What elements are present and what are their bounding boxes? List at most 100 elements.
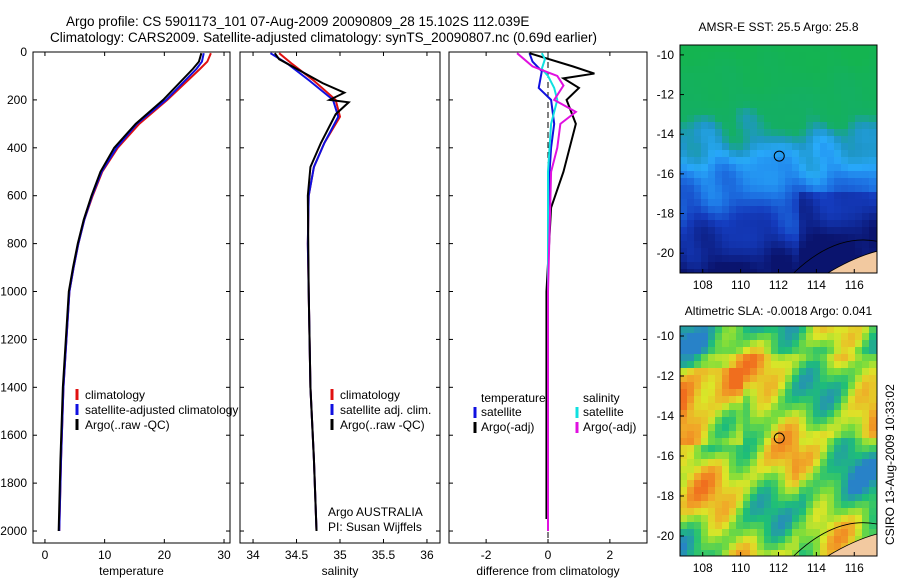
heatmap-cell [820,45,827,52]
heatmap-cell [785,354,792,361]
heatmap-cell [694,466,701,473]
heatmap-cell [827,122,834,129]
heatmap-cell [757,234,764,241]
heatmap-cell [785,122,792,129]
heatmap-cell [757,361,764,368]
heatmap-cell [869,206,876,213]
heatmap-cell [820,375,827,382]
heatmap-cell [750,199,757,206]
heatmap-cell [855,87,862,94]
heatmap-cell [869,185,876,192]
heatmap-cell [701,262,708,269]
heatmap-cell [729,255,736,262]
heatmap-cell [785,185,792,192]
heatmap-cell [736,94,743,101]
heatmap-cell [715,262,722,269]
heatmap-cell [855,45,862,52]
heatmap-cell [799,199,806,206]
heatmap-cell [771,340,778,347]
heatmap-cell [862,326,869,333]
heatmap-cell [715,178,722,185]
heatmap-cell [869,515,876,522]
heatmap-cell [750,178,757,185]
heatmap-cell [708,52,715,59]
heatmap-cell [827,192,834,199]
heatmap-cell [771,536,778,543]
y-tick-label: 1800 [0,476,27,490]
heatmap-cell [750,424,757,431]
heatmap-cell [813,94,820,101]
heatmap-cell [750,262,757,269]
heatmap-cell [715,255,722,262]
heatmap-cell [778,347,785,354]
heatmap-cell [750,410,757,417]
legend-title: salinity [583,391,620,405]
heatmap-cell [764,431,771,438]
heatmap-cell [834,73,841,80]
heatmap-cell [701,178,708,185]
heatmap-cell [771,410,778,417]
heatmap-cell [862,466,869,473]
heatmap-cell [792,192,799,199]
heatmap-cell [848,143,855,150]
heatmap-cell [834,80,841,87]
heatmap-cell [848,347,855,354]
x-tick-label: 112 [769,278,788,292]
heatmap-cell [715,326,722,333]
heatmap-cell [799,347,806,354]
heatmap-cell [792,73,799,80]
heatmap-cell [792,438,799,445]
plot-frame [32,51,231,544]
heatmap-cell [792,178,799,185]
heatmap-cell [764,494,771,501]
heatmap-cell [792,445,799,452]
heatmap-cell [722,480,729,487]
heatmap-cell [736,459,743,466]
heatmap-cell [757,536,764,543]
heatmap-cell [848,255,855,262]
heatmap-cell [729,550,736,556]
heatmap-cell [785,543,792,550]
heatmap-cell [687,150,694,157]
heatmap-cell [757,466,764,473]
heatmap-cell [778,536,785,543]
series-line [273,52,351,532]
y-tick-label: 2000 [0,524,27,538]
heatmap-cell [862,438,869,445]
heatmap-cell [855,515,862,522]
heatmap-cell [722,73,729,80]
heatmap-cell [701,410,708,417]
heatmap-cell [736,347,743,354]
heatmap-cell [757,347,764,354]
heatmap-cell [743,171,750,178]
heatmap-cell [869,424,876,431]
heatmap-cell [701,417,708,424]
heatmap-cell [771,508,778,515]
heatmap-cell [785,213,792,220]
heatmap-cell [841,164,848,171]
heatmap-cell [743,431,750,438]
heatmap-cell [862,424,869,431]
heatmap-cell [680,480,687,487]
heatmap-cell [757,150,764,157]
heatmap-cell [729,333,736,340]
heatmap-cell [834,487,841,494]
x-tick-label: 10 [98,548,112,562]
heatmap-cell [764,255,771,262]
legend-label: Argo(-adj) [481,420,534,434]
heatmap-cell [750,150,757,157]
heatmap-cell [813,157,820,164]
heatmap-cell [799,431,806,438]
heatmap-cell [715,333,722,340]
heatmap-cell [820,382,827,389]
heatmap-cell [687,143,694,150]
heatmap-cell [820,550,827,556]
heatmap-cell [778,262,785,269]
heatmap-cell [792,171,799,178]
heatmap-cell [799,382,806,389]
x-tick-label: 116 [845,278,864,292]
heatmap-cell [708,115,715,122]
heatmap-cell [715,452,722,459]
x-tick-label: 36 [420,548,434,562]
heatmap-cell [680,382,687,389]
